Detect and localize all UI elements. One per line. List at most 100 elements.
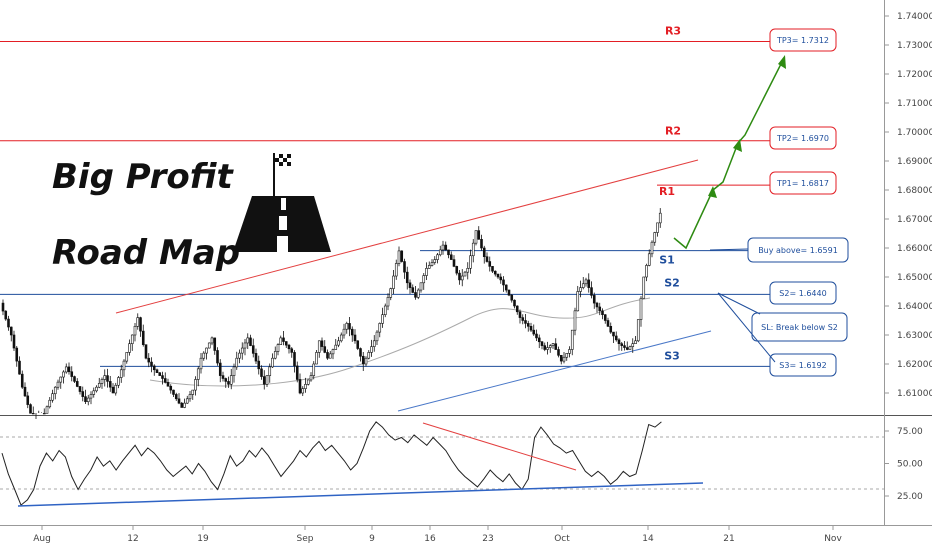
candle-body [251, 345, 255, 354]
candle-body [653, 232, 657, 243]
candle-body [243, 342, 247, 349]
level-label-r3: R3 [665, 25, 681, 38]
candle-body [59, 376, 63, 383]
lower-trendline [397, 330, 712, 412]
candle-body [650, 241, 654, 255]
price-tick-label: 1.74000 [897, 12, 932, 22]
candle-body [485, 256, 489, 262]
candle-body [210, 337, 214, 344]
candle-body [23, 386, 27, 397]
time-tick-label: 23 [482, 534, 493, 544]
candle-body [279, 337, 283, 345]
price-tick-label: 1.73000 [897, 41, 932, 51]
candle-body [339, 334, 343, 342]
callout-border [751, 312, 848, 342]
candle-body [471, 242, 475, 257]
candle-body [480, 239, 483, 249]
time-tick-label: 19 [197, 534, 209, 544]
callout-text: S3= 1.6192 [779, 361, 826, 370]
candle-body [524, 320, 527, 324]
candle-body [221, 375, 225, 379]
price-tick-label: 1.71000 [897, 99, 932, 109]
time-tick-label: 16 [424, 534, 436, 544]
candle-body [342, 328, 346, 336]
rsi-resistance-trendline [422, 422, 577, 471]
candle-body [463, 271, 467, 277]
candle-body [595, 302, 599, 308]
candle-body [565, 353, 569, 358]
callout-text: TP1= 1.6817 [776, 179, 829, 188]
candle-body [185, 398, 189, 404]
candle-body [408, 282, 412, 288]
candle-body [174, 394, 178, 400]
price-pane [0, 0, 884, 415]
candle-body [122, 360, 126, 371]
arrow-head-1 [708, 186, 717, 198]
candle-body [364, 357, 368, 365]
callout-box: Buy above= 1.6591 [747, 237, 849, 263]
rsi-pane [0, 415, 884, 525]
candle-body [383, 305, 387, 315]
candle-body [161, 375, 164, 379]
candle-body [529, 325, 533, 331]
candle-body [493, 270, 497, 275]
candle-body [639, 297, 643, 320]
callout-text: Buy above= 1.6591 [758, 246, 838, 255]
price-tick-label: 1.62000 [897, 360, 932, 370]
candle-body [337, 340, 340, 346]
candle-body [444, 244, 448, 251]
candle-body [1, 302, 5, 312]
candle-body [356, 340, 360, 349]
candle-body [147, 357, 151, 363]
candle-body [306, 379, 310, 385]
candle-body [304, 383, 307, 389]
road-dash-1 [281, 198, 286, 210]
candle-body [568, 349, 571, 354]
time-tick-label: Aug [33, 534, 51, 544]
candle-body [392, 275, 395, 289]
moving-average-line [149, 297, 651, 387]
candle-body [482, 247, 486, 257]
callout-text: SL: Break below S2 [761, 323, 838, 332]
candle-body [51, 393, 54, 401]
rsi-tick-label: 25.00 [897, 492, 923, 502]
sl-pointer-2 [717, 292, 776, 363]
candle-body [246, 337, 250, 344]
callout-box: SL: Break below S2 [751, 312, 848, 342]
candle-body [614, 335, 618, 341]
candle-body [458, 272, 461, 281]
callout-border [769, 171, 837, 195]
candle-body [260, 368, 263, 377]
projection-arrows [673, 55, 786, 250]
candle-body [499, 276, 503, 281]
candle-body [199, 357, 203, 370]
callout-box: S2= 1.6440 [769, 281, 837, 305]
candle-body [202, 352, 206, 359]
candle-body [617, 339, 621, 345]
candle-body [326, 352, 329, 359]
candle-body [262, 376, 266, 385]
candle-body [372, 340, 376, 347]
candle-body [18, 360, 21, 375]
callout-text: TP3= 1.7312 [776, 36, 829, 45]
candle-body [284, 341, 288, 346]
price-tick-label: 1.72000 [897, 70, 932, 80]
rsi-tick-label: 75.00 [897, 427, 923, 437]
arrow-head-2 [733, 139, 742, 152]
candle-body [180, 402, 184, 408]
level-label-r1: R1 [659, 185, 675, 198]
candle-body [658, 212, 662, 224]
candle-body [95, 386, 98, 392]
road-icon [233, 153, 331, 252]
candle-body [20, 373, 24, 388]
candle-body [205, 347, 208, 354]
price-tick-label: 1.70000 [897, 128, 932, 138]
candle-body [7, 318, 10, 328]
candle-body [491, 266, 494, 272]
candle-body [400, 250, 404, 262]
candle-body [268, 366, 272, 376]
candle-body [570, 329, 574, 350]
candle-body [551, 343, 555, 346]
candle-body [543, 345, 547, 350]
